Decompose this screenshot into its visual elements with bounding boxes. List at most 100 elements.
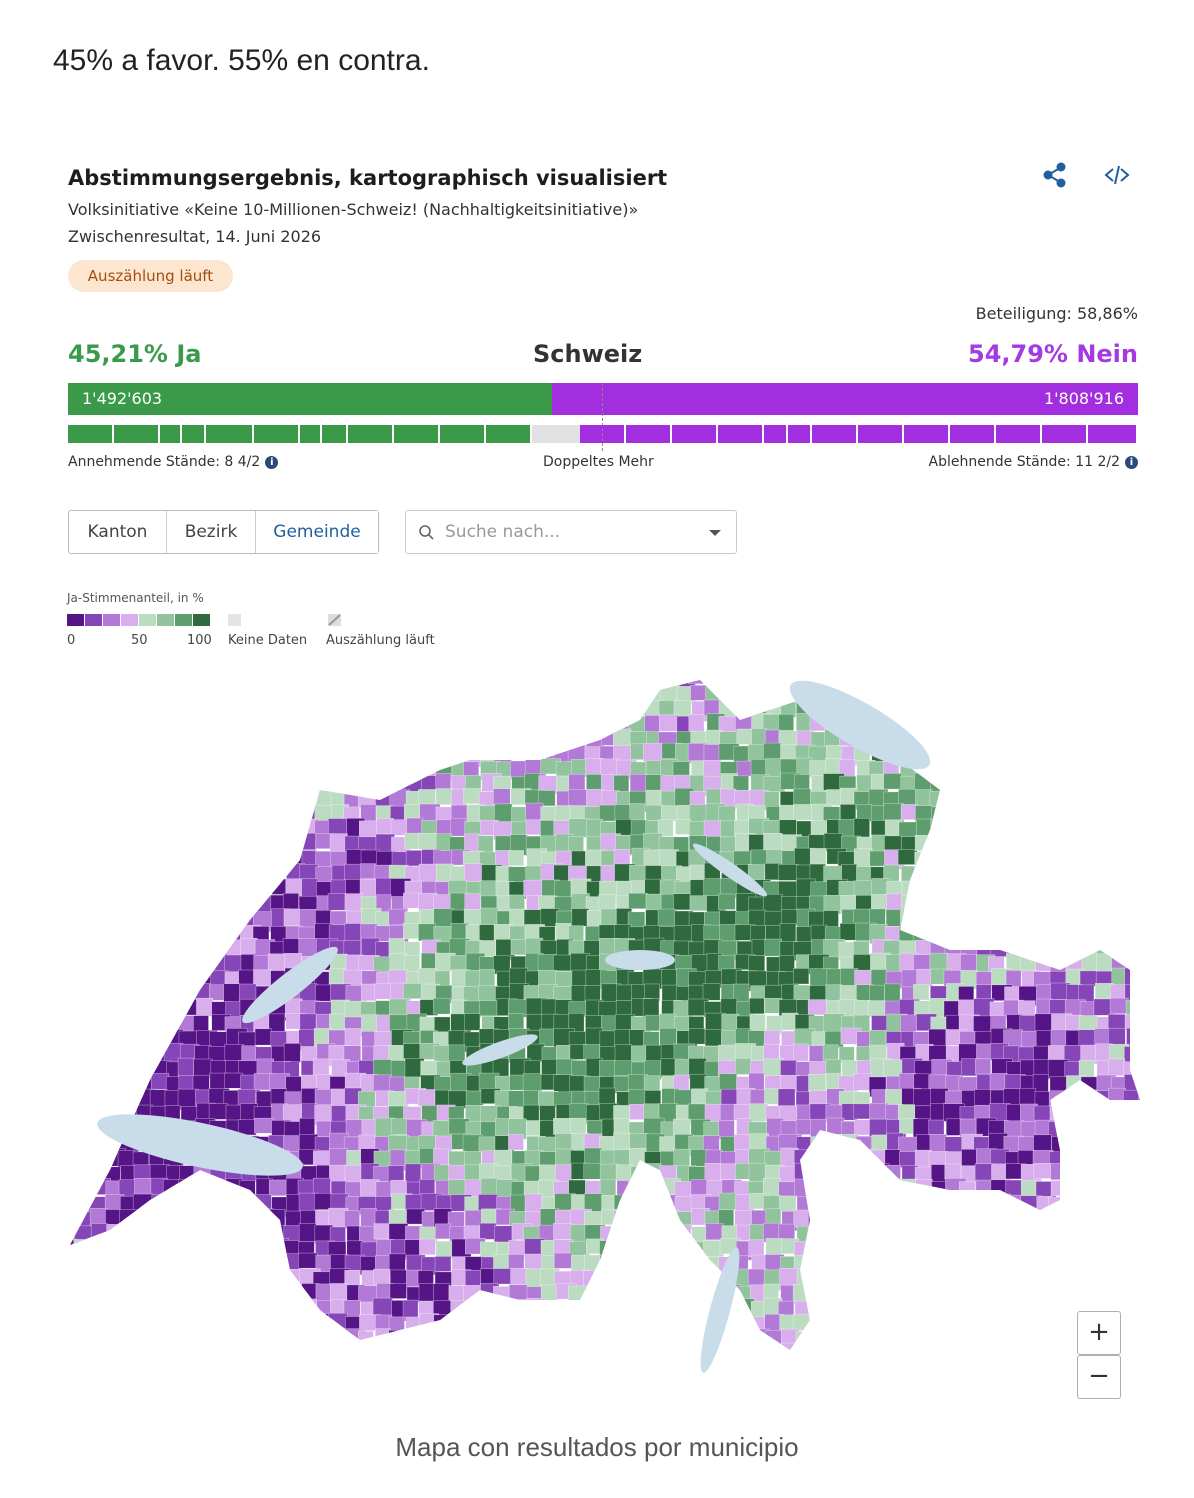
municipality <box>297 698 315 717</box>
municipality <box>960 834 979 853</box>
municipality <box>194 745 213 766</box>
search-box[interactable]: Suche nach... <box>405 510 737 554</box>
municipality <box>103 1074 123 1092</box>
municipality <box>208 699 224 717</box>
municipality <box>1125 863 1140 882</box>
municipality <box>70 698 83 720</box>
municipality <box>299 1013 317 1033</box>
municipality <box>209 680 231 689</box>
municipality <box>1033 1376 1052 1392</box>
zoom-out[interactable]: − <box>1077 1355 1121 1399</box>
municipality <box>885 1194 902 1213</box>
municipality <box>299 864 319 881</box>
municipality <box>629 1286 651 1304</box>
municipality <box>1004 1226 1024 1244</box>
municipality <box>522 742 541 760</box>
municipality <box>540 1284 559 1303</box>
municipality <box>1036 878 1056 897</box>
municipality <box>913 1194 932 1215</box>
municipality <box>103 955 123 974</box>
municipality <box>1125 680 1140 689</box>
municipality <box>285 1390 304 1406</box>
map[interactable] <box>0 0 1194 1420</box>
municipality <box>1078 743 1096 759</box>
municipality <box>163 955 183 973</box>
municipality <box>1050 1392 1070 1409</box>
municipality <box>181 1239 199 1259</box>
municipality <box>299 743 319 764</box>
municipality <box>90 1328 112 1346</box>
municipality <box>136 1253 156 1270</box>
municipality <box>136 997 155 1014</box>
municipality <box>988 1284 1006 1304</box>
municipality <box>1062 939 1085 959</box>
municipality <box>553 714 574 735</box>
municipality <box>1035 1286 1053 1303</box>
municipality <box>840 1134 858 1152</box>
municipality <box>375 744 392 762</box>
municipality <box>570 1360 590 1375</box>
municipality <box>480 745 501 762</box>
municipality <box>1122 1104 1140 1123</box>
municipality <box>585 686 605 708</box>
municipality <box>927 1300 946 1320</box>
municipality <box>658 1209 680 1226</box>
municipality <box>451 1315 472 1337</box>
tab-active[interactable]: Gemeinde <box>256 511 378 553</box>
municipality <box>148 1373 168 1391</box>
municipality <box>646 1208 668 1226</box>
municipality <box>448 1345 470 1350</box>
municipality <box>942 699 960 721</box>
municipality <box>884 1374 899 1390</box>
embed-icon[interactable] <box>1104 165 1130 185</box>
municipality <box>1037 1359 1052 1379</box>
municipality <box>436 1376 455 1392</box>
municipality <box>224 1072 243 1089</box>
zoom-in[interactable]: + <box>1077 1311 1121 1355</box>
municipality <box>808 1391 827 1406</box>
municipality <box>944 878 961 900</box>
municipality <box>421 744 441 766</box>
tab[interactable]: Kanton <box>69 511 167 553</box>
share-icon[interactable] <box>1043 162 1066 188</box>
municipality <box>314 1344 332 1350</box>
municipality <box>1141 1390 1159 1407</box>
municipality <box>344 1028 362 1047</box>
municipality <box>283 746 303 763</box>
municipality <box>74 744 91 766</box>
municipality <box>449 1376 467 1392</box>
municipality <box>136 1390 153 1408</box>
municipality <box>194 772 214 794</box>
municipality <box>990 1390 1010 1411</box>
municipality <box>106 1376 127 1395</box>
municipality <box>584 1375 602 1392</box>
municipality <box>1123 1089 1140 1111</box>
municipality <box>358 760 379 779</box>
info-icon[interactable]: i <box>1125 456 1138 469</box>
municipality <box>103 834 123 854</box>
municipality <box>283 1043 301 1063</box>
municipality <box>1019 1343 1039 1350</box>
info-icon[interactable]: i <box>265 456 279 469</box>
municipality <box>237 1119 257 1136</box>
municipality <box>196 1180 213 1197</box>
municipality <box>856 1391 877 1407</box>
municipality <box>661 1375 678 1392</box>
municipality <box>538 683 556 701</box>
municipality <box>1048 1211 1069 1232</box>
municipality <box>555 970 575 987</box>
municipality <box>165 968 182 990</box>
municipality <box>943 1208 966 1230</box>
municipality <box>676 1301 698 1318</box>
municipality <box>282 821 302 840</box>
municipality <box>256 1359 275 1375</box>
municipality <box>256 1208 275 1228</box>
municipality <box>1126 788 1140 807</box>
municipality <box>1063 877 1081 896</box>
municipality <box>480 680 497 693</box>
municipality <box>988 880 1008 900</box>
tab[interactable]: Bezirk <box>167 511 256 553</box>
municipality <box>838 1180 860 1200</box>
municipality <box>120 953 138 971</box>
municipality <box>975 759 993 780</box>
